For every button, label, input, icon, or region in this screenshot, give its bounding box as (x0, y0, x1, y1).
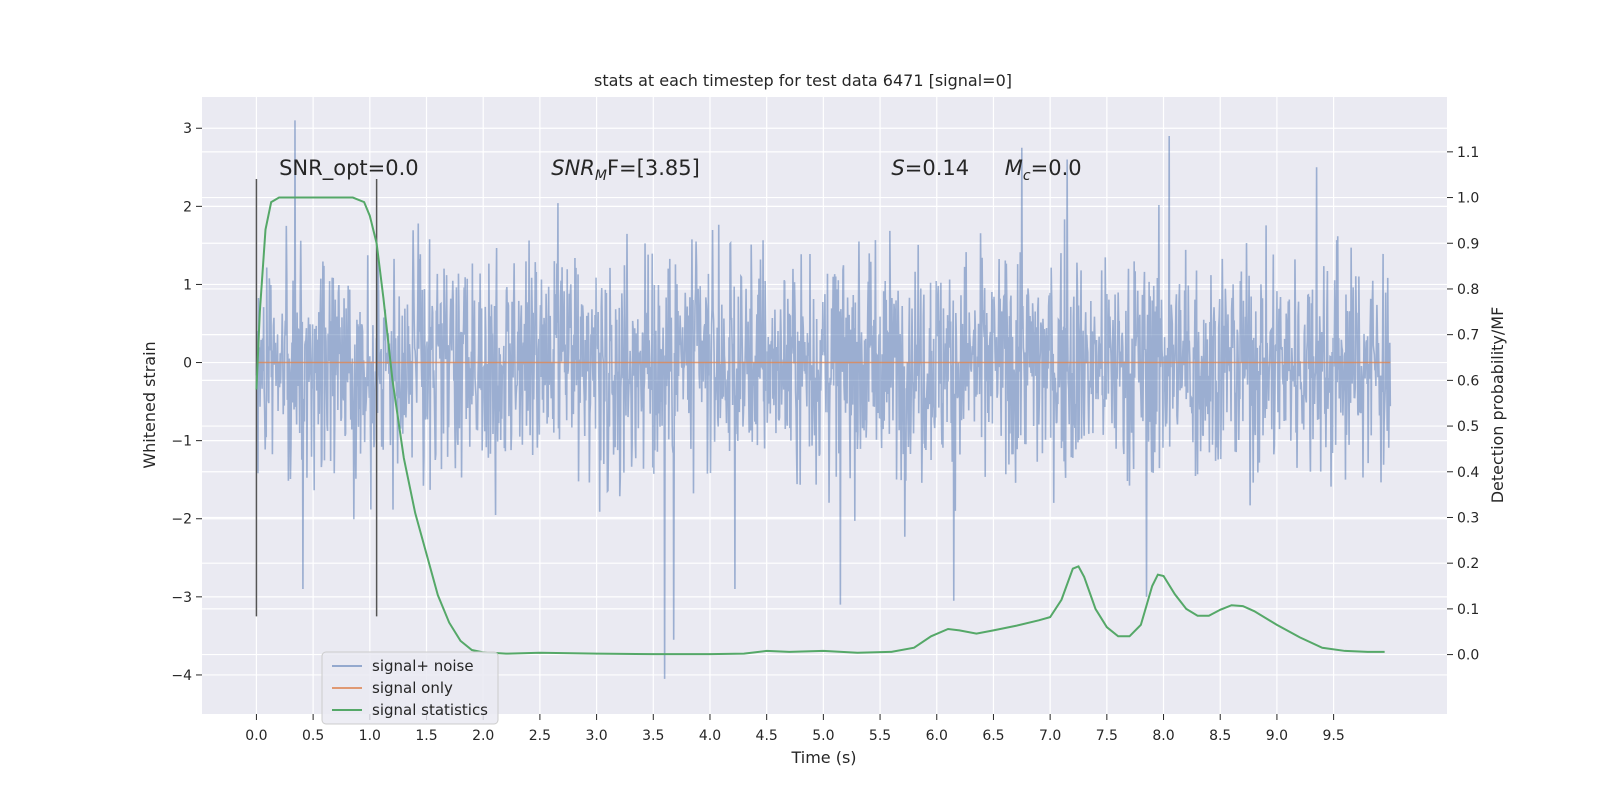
x-tick-label: 8.5 (1209, 728, 1231, 744)
x-tick-label: 7.0 (1039, 728, 1061, 744)
x-tick-label: 0.5 (302, 728, 324, 744)
y-tick-label: −1 (171, 434, 192, 450)
annotations: SNR_opt=0.0 SNRMF=[3.85] S=0.14 Mc=0.0 (279, 156, 1082, 184)
y2-tick-label: 1.0 (1457, 191, 1479, 207)
annotation-text: SNR_opt=0.0 (279, 156, 419, 181)
x-tick-label: 0.0 (245, 728, 267, 744)
y2-tick-label: 0.9 (1457, 236, 1479, 252)
legend-label: signal+ noise (372, 657, 474, 675)
y2-tick-label: 1.1 (1457, 145, 1479, 161)
x-tick-label: 2.5 (529, 728, 551, 744)
x-axis-label: Time (s) (790, 748, 856, 767)
y-tick-label: 2 (183, 199, 192, 215)
x-tick-label: 3.5 (642, 728, 664, 744)
y2-tick-label: 0.7 (1457, 328, 1479, 344)
annotation-text: S=0.14 (891, 156, 969, 180)
y-tick-label: −2 (171, 512, 192, 528)
y2-tick-label: 0.1 (1457, 602, 1479, 618)
x-tick-label: 5.0 (812, 728, 834, 744)
y2-tick-label: 0.4 (1457, 465, 1479, 481)
x-tick-label: 6.0 (926, 728, 948, 744)
annotation-text: SNRMF=[3.85] (551, 156, 700, 184)
x-tick-label: 9.5 (1322, 728, 1344, 744)
x-tick-label: 4.0 (699, 728, 721, 744)
x-tick-label: 5.5 (869, 728, 891, 744)
y2-axis-label: Detection probability/MF (1488, 307, 1507, 504)
chart-title: stats at each timestep for test data 647… (594, 71, 1012, 90)
legend-label: signal statistics (372, 701, 488, 719)
legend-box (321, 651, 499, 725)
y-axis-label: Whitened strain (140, 341, 159, 468)
y-tick-label: −3 (171, 590, 192, 606)
axes: 0.0 0.5 1.0 1.5 2.0 2.5 3.0 3.5 4.0 4.5 5.0 5.5 6.0 6… (171, 121, 1479, 744)
legend-label: signal only (372, 679, 453, 697)
series-signal-statistics (255, 196, 1385, 656)
y2-tick-label: 0.2 (1457, 556, 1479, 572)
x-tick-label: 1.5 (415, 728, 437, 744)
y2-tick-label: 0.8 (1457, 282, 1479, 298)
legend: signal+ noise signal only signal statistic… (321, 651, 499, 725)
series-signal-noise (255, 120, 1392, 679)
x-tick-label: 7.5 (1096, 728, 1118, 744)
y-tick-label: 3 (183, 121, 192, 137)
y2-tick-label: 0.3 (1457, 510, 1479, 526)
plot-content (255, 120, 1392, 679)
y-tick-label: −4 (171, 668, 192, 684)
y2-tick-label: 0.0 (1457, 648, 1479, 664)
x-tick-label: 9.0 (1266, 728, 1288, 744)
x-tick-label: 1.0 (359, 728, 381, 744)
annotation-text: Mc=0.0 (1005, 156, 1082, 184)
x-tick-label: 8.0 (1152, 728, 1174, 744)
y-tick-label: 0 (183, 356, 192, 372)
y2-tick-label: 0.5 (1457, 419, 1479, 435)
x-tick-label: 3.0 (585, 728, 607, 744)
x-tick-label: 4.5 (756, 728, 778, 744)
x-tick-label: 6.5 (982, 728, 1004, 744)
y-tick-label: 1 (183, 277, 192, 293)
y2-tick-label: 0.6 (1457, 373, 1479, 389)
x-tick-label: 2.0 (472, 728, 494, 744)
